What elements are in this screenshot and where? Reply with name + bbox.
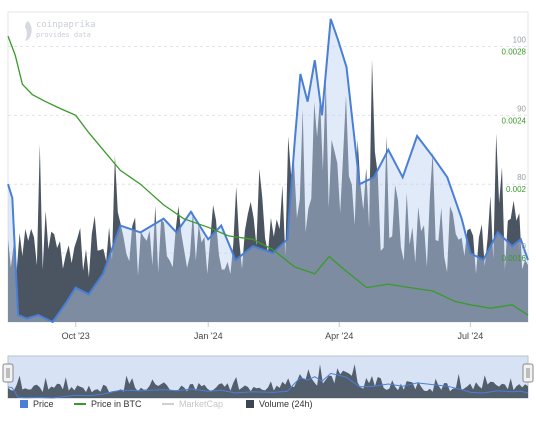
- watermark-subtitle: provides data: [36, 31, 91, 39]
- price-btc-line: [7, 35, 529, 316]
- x-tick-label: Jul '24: [458, 331, 484, 341]
- x-tick-label: Apr '24: [325, 331, 353, 341]
- y-tick-left: 90: [517, 104, 526, 113]
- x-tick-label: Oct '23: [62, 331, 90, 341]
- legend-item-price[interactable]: Price: [20, 399, 54, 409]
- legend-swatch-marketcap: [162, 403, 174, 405]
- watermark-title: coinpaprika: [36, 20, 96, 30]
- legend-label-marketcap: MarketCap: [179, 399, 224, 409]
- y-tick-left: 100: [513, 35, 527, 44]
- y-tick-left: 70: [517, 242, 526, 251]
- legend-swatch-price-btc: [74, 403, 86, 405]
- legend-label-volume: Volume (24h): [259, 399, 313, 409]
- price-area: [8, 18, 528, 323]
- y-tick-right: 0.0028: [502, 47, 527, 56]
- legend-label-price: Price: [33, 399, 54, 409]
- volume-area: [8, 59, 528, 323]
- x-tick-label: Jan '24: [194, 331, 223, 341]
- y-tick-right: 0.0024: [502, 116, 527, 125]
- legend-swatch-volume: [246, 400, 254, 408]
- legend-swatch-price: [20, 400, 28, 408]
- legend-item-marketcap[interactable]: MarketCap: [162, 399, 223, 409]
- left-range-handle[interactable]: [2, 363, 14, 383]
- price-line: [7, 18, 529, 324]
- legend-item-price-btc[interactable]: Price in BTC: [74, 399, 142, 409]
- legend-item-volume[interactable]: Volume (24h): [246, 399, 313, 409]
- navigator-price-line: [7, 372, 529, 399]
- navigator-volume: [8, 364, 528, 398]
- legend-label-price-btc: Price in BTC: [91, 399, 142, 409]
- y-tick-right: 0.0016: [502, 254, 527, 263]
- right-range-handle[interactable]: [522, 363, 534, 383]
- coinpaprika-logo-icon: [25, 21, 32, 41]
- y-tick-right: 0.002: [506, 185, 527, 194]
- chart-legend: Price Price in BTC MarketCap Volume (24h…: [0, 399, 536, 413]
- y-tick-left: 80: [517, 173, 526, 182]
